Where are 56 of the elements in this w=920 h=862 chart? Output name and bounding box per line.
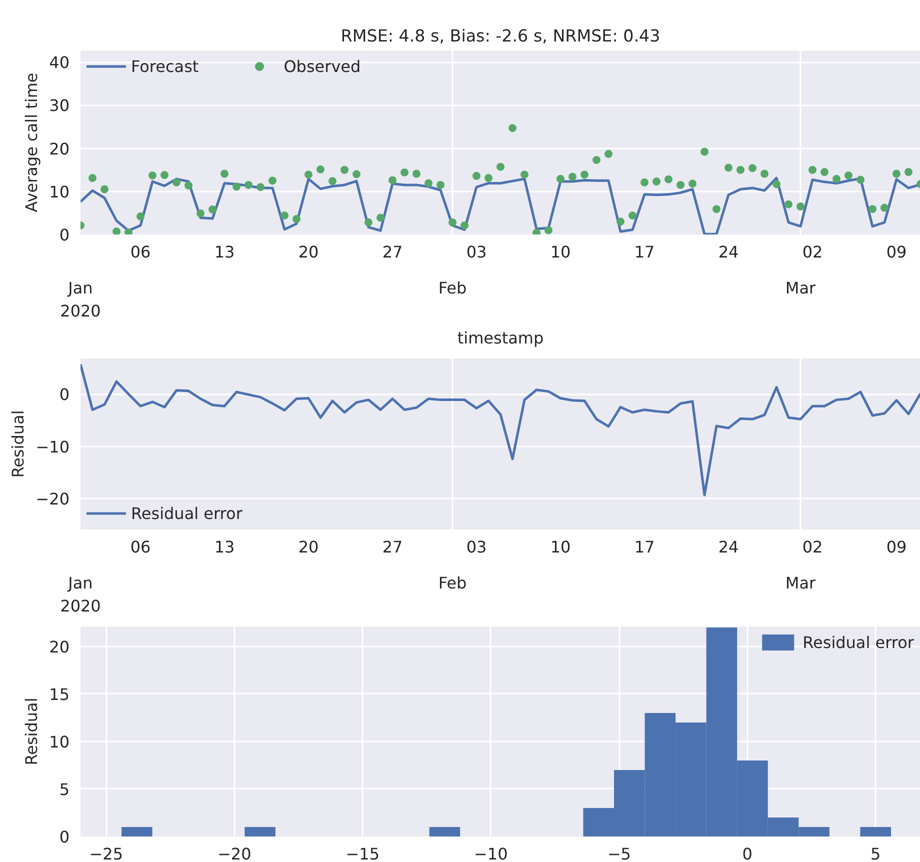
x2-tick-label: Feb (438, 574, 467, 592)
y-tick-label: 0 (59, 226, 70, 244)
x-tick-label: 27 (382, 538, 403, 556)
x-axis-title: timestamp (457, 328, 544, 348)
x-tick-label: −25 (89, 844, 124, 862)
x2-tick-label: Jan 2020 (60, 278, 101, 320)
x-tick-label: 0 (742, 844, 752, 862)
x-tick-label: 09 (886, 242, 907, 262)
y-tick-label: 20 (49, 139, 70, 158)
x-tick-label: 5 (870, 844, 881, 862)
chart-title: RMSE: 4.8 s, Bias: -2.6 s, NRMSE: 0.43 (340, 26, 660, 46)
x-tick-label: 20 (298, 538, 319, 556)
x-tick-label: 02 (802, 242, 823, 262)
y-tick-label: 5 (59, 780, 70, 799)
legend-label: Residual error (802, 632, 914, 652)
x-tick-label: 06 (130, 242, 151, 262)
y-tick-label: 10 (49, 182, 70, 202)
x-tick-label: −20 (218, 844, 252, 862)
y-tick-label: −10 (36, 437, 70, 456)
y-tick-label: 20 (49, 637, 70, 656)
y-tick-label: 40 (49, 53, 70, 72)
x-tick-label: 03 (466, 242, 487, 262)
x-tick-label: 02 (802, 538, 823, 556)
x-tick-label: 10 (550, 242, 571, 262)
x-tick-label: 09 (886, 538, 907, 556)
x-tick-label: 24 (718, 242, 739, 262)
legend-label: Residual error (131, 504, 242, 522)
x-tick-label: 17 (634, 242, 655, 262)
line-series (80, 363, 920, 496)
y-tick-label: 10 (49, 732, 70, 752)
x2-tick-label: Mar (785, 278, 816, 298)
y-tick-label: −20 (36, 490, 70, 509)
x-tick-label: −5 (607, 844, 631, 862)
legend-label: Observed (284, 56, 361, 76)
x-tick-label: 03 (466, 538, 487, 556)
y-axis-title: Residual (8, 410, 28, 478)
y-axis-title: Average call time (22, 72, 42, 212)
y-axis-title: Residual (22, 698, 42, 766)
x-tick-label: 06 (130, 538, 151, 556)
legend-label: Forecast (131, 56, 199, 76)
x2-tick-label: Jan 2020 (60, 574, 101, 616)
y-tick-label: 30 (49, 96, 70, 116)
x2-tick-label: Mar (785, 574, 816, 592)
x-tick-label: 27 (382, 242, 403, 262)
x-tick-label: 24 (718, 538, 739, 556)
x-tick-label: 13 (214, 242, 235, 262)
y-tick-label: 15 (49, 684, 70, 704)
x-tick-label: −10 (474, 844, 508, 862)
x-tick-label: 17 (634, 538, 655, 556)
x2-tick-label: Feb (438, 278, 467, 298)
y-tick-label: 0 (59, 828, 70, 846)
x-tick-label: 10 (550, 538, 571, 556)
x-tick-label: −15 (346, 844, 380, 862)
y-tick-label: 0 (59, 385, 70, 404)
x-tick-label: 13 (214, 538, 235, 556)
x-tick-label: 20 (298, 242, 319, 262)
